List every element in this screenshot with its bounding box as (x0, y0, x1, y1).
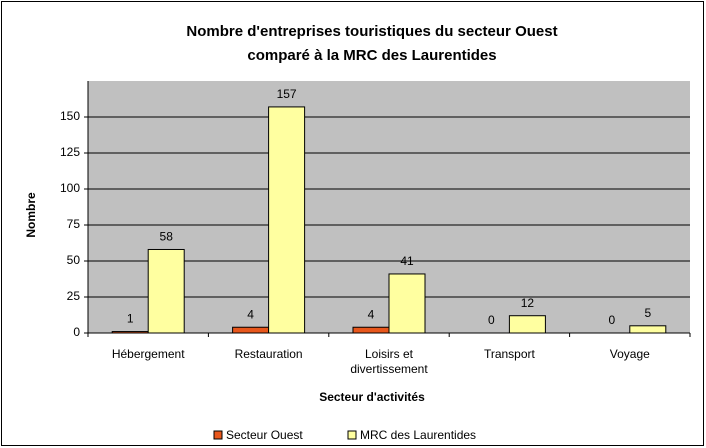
legend-swatch (213, 430, 223, 440)
x-axis-label: Secteur d'activités (319, 390, 425, 404)
bar (352, 326, 390, 334)
x-tick-label: Hébergement (111, 347, 185, 361)
chart-title: comparé à la MRC des Laurentides (247, 47, 496, 64)
y-tick-label: 150 (60, 109, 80, 123)
value-label: 5 (644, 306, 651, 320)
y-tick-label: 50 (67, 253, 81, 267)
value-label: 4 (368, 307, 375, 321)
y-tick-label: 75 (67, 217, 81, 231)
legend-label: Secteur Ouest (226, 428, 303, 442)
value-label: 58 (160, 230, 174, 244)
legend-label: MRC des Laurentides (360, 428, 476, 442)
value-label: 0 (608, 313, 615, 327)
bar (232, 326, 270, 334)
y-tick-label: 125 (60, 145, 80, 159)
y-tick-label: 0 (73, 325, 80, 339)
bar (268, 106, 306, 334)
bar (147, 248, 185, 334)
value-label: 157 (277, 87, 297, 101)
y-tick-label: 25 (67, 289, 81, 303)
x-tick-label: Restauration (234, 347, 303, 361)
x-tick-label: Loisirs et divertissement (350, 347, 428, 376)
value-label: 0 (488, 313, 495, 327)
x-tick-label: Transport (483, 347, 535, 361)
bar (111, 331, 149, 334)
y-tick-label: 100 (60, 181, 80, 195)
bar (508, 315, 546, 334)
bar (629, 325, 667, 334)
x-tick-label: Voyage (609, 347, 650, 361)
value-label: 41 (400, 254, 414, 268)
y-axis-label: Nombre (24, 192, 38, 238)
legend-swatch (347, 430, 357, 440)
value-label: 4 (247, 307, 254, 321)
chart-title: Nombre d'entreprises touristiques du sec… (186, 23, 557, 40)
value-label: 1 (127, 312, 134, 326)
bar (388, 273, 426, 334)
value-label: 12 (521, 296, 535, 310)
